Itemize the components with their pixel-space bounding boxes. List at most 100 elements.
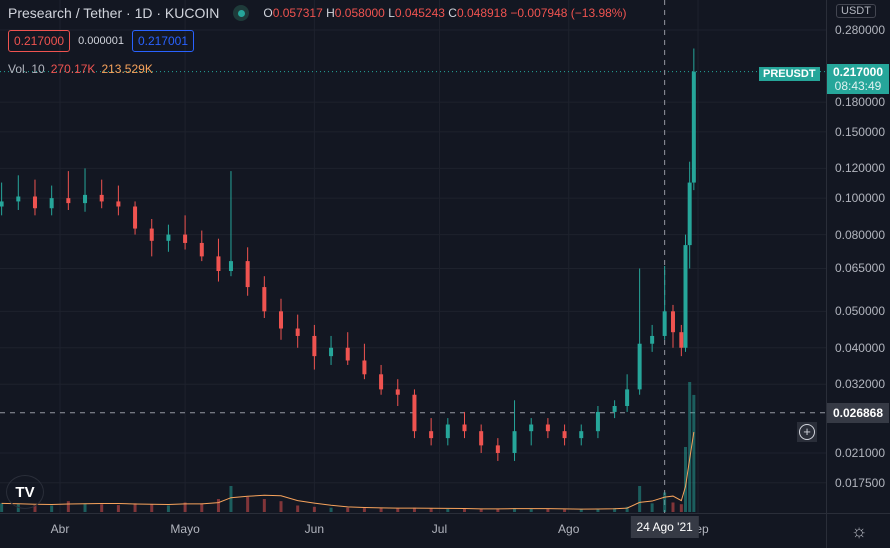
candle-body [228, 261, 233, 272]
currency-unit-label[interactable]: USDT [836, 4, 876, 18]
trade-buttons: 0.217000 0.000001 0.217001 [8, 30, 195, 52]
volume-bar [446, 508, 450, 512]
candle-body [462, 424, 467, 432]
price-tick: 0.040000 [834, 340, 885, 355]
price-tick: 0.150000 [834, 124, 885, 139]
volume-bar [679, 504, 683, 512]
volume-bar [262, 499, 266, 512]
volume-bar [346, 507, 350, 512]
candle-body [183, 234, 188, 243]
price-tick: 0.032000 [834, 377, 885, 392]
volume-bar [183, 502, 187, 512]
candle-body [479, 431, 484, 446]
volume-bar [563, 509, 567, 512]
volume-bar [200, 503, 204, 512]
volume-bar [462, 508, 466, 512]
candle-body [245, 261, 250, 288]
candle-body [529, 424, 534, 432]
spread-value: 0.000001 [78, 35, 124, 47]
candle-body [691, 71, 696, 183]
candle-body [262, 287, 267, 312]
candle-body [545, 424, 550, 432]
candle-body [199, 242, 204, 257]
volume-bar [0, 503, 4, 512]
candle-body [495, 445, 500, 453]
volume-bar [133, 503, 137, 512]
price-tick: 0.050000 [834, 304, 885, 319]
candle-body [670, 311, 675, 333]
volume-bar [546, 508, 550, 512]
volume-bar [166, 505, 170, 512]
tradingview-logo[interactable]: TV [6, 475, 44, 509]
volume-bar [150, 504, 154, 512]
volume-bar [33, 505, 37, 512]
settings-icon[interactable]: ☼ [826, 513, 890, 548]
price-tick: 0.180000 [834, 95, 885, 110]
candle-body [395, 389, 400, 395]
candle-body [133, 206, 138, 229]
candle-body [345, 347, 350, 361]
price-chart[interactable] [0, 0, 826, 513]
candle-body [662, 311, 667, 336]
volume-bar [66, 501, 70, 512]
volume-legend: Vol. 10 270.17K 213.529K [8, 62, 153, 76]
volume-bar [663, 492, 667, 512]
time-tick: Abr [50, 522, 70, 536]
volume-bar [638, 486, 642, 512]
time-tick: Ago [558, 522, 580, 536]
candle-body [612, 406, 617, 412]
crosshair-price-label: 0.026868 [827, 402, 889, 423]
volume-bar [650, 503, 654, 512]
add-alert-button[interactable]: + [797, 422, 817, 442]
candle-body [595, 411, 600, 432]
symbol-price-tag: PREUSDT [759, 67, 820, 81]
volume-bar [688, 382, 692, 512]
buy-button[interactable]: 0.217001 [131, 30, 195, 52]
volume-bar [246, 496, 250, 512]
price-tick: 0.021000 [834, 445, 885, 460]
time-tick: Jun [304, 522, 325, 536]
candle-body [687, 182, 692, 246]
price-tick: 0.280000 [834, 23, 885, 37]
volume-bar [684, 447, 687, 512]
candle-body [83, 194, 88, 204]
candle-body [683, 245, 688, 348]
volume-bar [396, 508, 400, 512]
price-tick: 0.065000 [834, 261, 885, 276]
volume-bar [412, 507, 416, 512]
volume-bar [529, 508, 533, 512]
plus-icon: + [799, 424, 815, 440]
volume-bar [596, 508, 600, 512]
candle-body [149, 228, 154, 241]
volume-bar [83, 503, 87, 512]
candle-body [116, 201, 121, 207]
crosshair-date-label: 24 Ago '21 [630, 516, 699, 538]
candle-body [32, 196, 37, 209]
candle-body [99, 194, 104, 202]
candle-body [16, 196, 21, 202]
candle-body [512, 431, 517, 453]
sell-button[interactable]: 0.217000 [8, 30, 71, 52]
volume-bar [496, 508, 500, 512]
candle-body [445, 424, 450, 439]
symbol-title[interactable]: Presearch / Tether · 1D · KUCOIN [8, 5, 220, 21]
candle-body [216, 256, 221, 272]
market-status-icon [233, 5, 250, 21]
volume-bar [613, 508, 617, 512]
volume-bar [116, 505, 120, 512]
candle-body [279, 311, 284, 329]
candle-body [329, 347, 334, 357]
price-tick: 0.080000 [834, 227, 885, 242]
volume-bar [671, 502, 675, 512]
ohlc-values: O0.057317 H0.058000 L0.045243 C0.048918 … [263, 6, 627, 20]
volume-bar [362, 508, 366, 512]
price-axis[interactable]: USDT 0.217000 08:43:49 0.026868 0.280000… [826, 0, 890, 513]
volume-bar [50, 505, 54, 512]
candle-body [66, 198, 71, 204]
volume-bar [513, 508, 517, 512]
time-tick: Jul [431, 522, 448, 536]
time-axis[interactable]: AbrMayoJunJulAgoSep24 Ago '21 [0, 513, 826, 548]
volume-bar [329, 507, 333, 512]
price-tick: 0.017500 [834, 475, 885, 490]
volume-bar [479, 508, 483, 512]
